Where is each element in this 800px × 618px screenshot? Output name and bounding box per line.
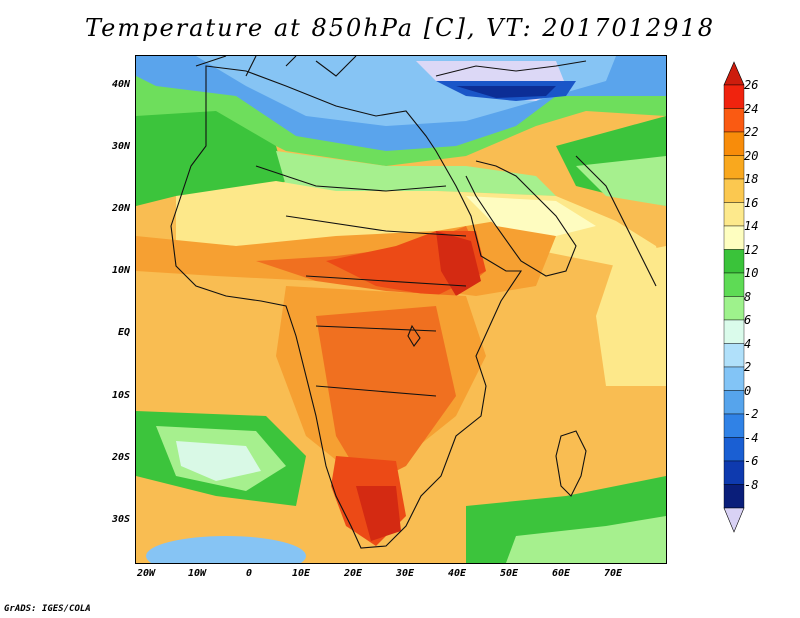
colorbar-bottom-arrow <box>723 507 745 533</box>
colorbar-swatch <box>723 131 745 156</box>
lat-label-10s: 10S <box>111 390 130 401</box>
arabia-coastline <box>465 160 577 277</box>
colorbar-tick-label: 14 <box>744 219 759 233</box>
colorbar-tick-label: 2 <box>744 360 752 374</box>
field-tropic-deepred <box>436 231 481 296</box>
colorbar-swatch <box>723 366 745 391</box>
colorbar-tick-label: 12 <box>744 242 759 257</box>
colorbar-tick-label: 8 <box>744 289 752 304</box>
colorbar-top-arrow <box>723 61 745 86</box>
colorbar-tick-label: 20 <box>744 148 759 163</box>
chart-title: Temperature at 850hPa [C], VT: 201701291… <box>85 14 715 42</box>
field-ne-palegreen <box>576 156 666 206</box>
lon-label-10w: 10W <box>187 568 207 579</box>
field-indian-yellow <box>596 246 666 386</box>
grads-credit: GrADS: IGES/COLA <box>4 604 91 614</box>
colorbar-tick-label: 6 <box>744 313 752 327</box>
madagascar-coastline <box>555 430 587 497</box>
colorbar-swatch <box>723 460 745 485</box>
colorbar-swatch <box>723 437 745 462</box>
field-se-palegreen <box>506 516 666 563</box>
field-nw-green <box>136 111 286 206</box>
lon-label-70e: 70E <box>603 568 623 579</box>
field-arabia-paleyellow <box>466 196 596 236</box>
field-south-orangered <box>316 306 456 486</box>
colorbar-tick-label: 24 <box>744 101 759 116</box>
field-sw-lightblue <box>146 536 306 563</box>
colorbar-swatch <box>723 319 745 344</box>
lon-label-50e: 50E <box>499 568 519 579</box>
europe-coastline <box>195 56 357 77</box>
africa-coastline <box>170 65 523 549</box>
lat-label-eq: EQ <box>117 327 130 338</box>
field-sw-mint <box>176 441 261 481</box>
colorbar-swatch <box>723 108 745 133</box>
colorbar-swatch <box>723 178 745 203</box>
field-north-navy <box>456 86 556 98</box>
lon-label-20w: 20W <box>136 568 156 579</box>
colorbar-swatch <box>723 84 745 109</box>
colorbar-swatch <box>723 202 745 227</box>
field-south-deepred <box>356 486 401 541</box>
lon-label-20e: 20E <box>343 568 363 579</box>
iran-india-coast <box>575 155 657 287</box>
coastlines <box>170 56 657 549</box>
colorbar-tick-label: 22 <box>744 125 759 139</box>
lon-label-30e: 30E <box>395 568 415 579</box>
lat-label-30n: 30N <box>111 141 130 152</box>
colorbar-tick-label: -8 <box>744 477 759 492</box>
colorbar-tick-label: 16 <box>744 195 759 210</box>
turkey-coast <box>435 60 587 77</box>
colorbar-swatch <box>723 484 745 509</box>
lon-label-10e: 10E <box>291 568 311 579</box>
lake-victoria <box>407 324 421 347</box>
colorbar-tick-label: -6 <box>744 454 759 468</box>
colorbar-tick-label: 18 <box>744 172 759 186</box>
lat-label-30s: 30S <box>111 514 130 525</box>
colorbar-swatch <box>723 390 745 415</box>
colorbar-swatch <box>723 343 745 368</box>
lat-label-20s: 20S <box>111 452 130 463</box>
colorbar-tick-label: -2 <box>744 407 759 421</box>
colorbar-tick-label: 4 <box>744 336 752 351</box>
colorbar-tick-label: 26 <box>744 78 759 92</box>
lat-label-40n: 40N <box>111 79 130 90</box>
colorbar-swatch <box>723 155 745 180</box>
lon-label-40e: 40E <box>447 568 467 579</box>
colorbar-swatch <box>723 296 745 321</box>
lon-label-60e: 60E <box>551 568 571 579</box>
colorbar <box>723 61 745 533</box>
colorbar-tick-label: 10 <box>744 266 759 280</box>
colorbar-tick-label: 0 <box>744 383 752 398</box>
colorbar-swatch <box>723 413 745 438</box>
lat-label-10n: 10N <box>111 265 130 276</box>
temperature-map <box>135 55 667 564</box>
temperature-field <box>136 56 666 563</box>
colorbar-tick-label: -4 <box>744 430 759 445</box>
colorbar-swatch <box>723 249 745 274</box>
country-borders <box>255 165 467 397</box>
colorbar-swatch <box>723 272 745 297</box>
field-sahara-green <box>276 151 556 196</box>
lon-label-0: 0 <box>245 568 253 579</box>
colorbar-swatch <box>723 225 745 250</box>
lat-label-20n: 20N <box>111 203 130 214</box>
